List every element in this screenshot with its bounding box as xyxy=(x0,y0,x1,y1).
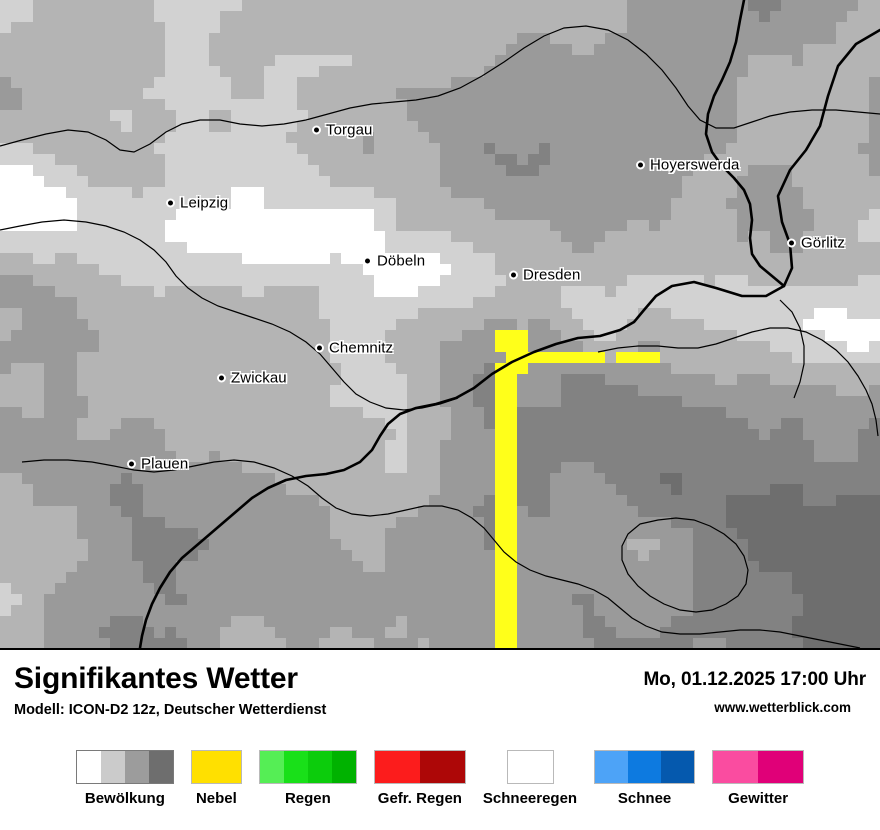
legend-item: Nebel xyxy=(190,750,242,807)
state-border-path-1 xyxy=(0,25,880,153)
city-label: Leipzig xyxy=(180,194,229,212)
city-marker: Torgau xyxy=(312,122,372,139)
city-dot-icon xyxy=(787,238,796,248)
significant-weather-raster xyxy=(0,0,880,648)
legend-swatch xyxy=(661,751,695,783)
city-label: Hoyerswerda xyxy=(650,156,740,174)
legend-label: Schnee xyxy=(617,790,672,807)
city-label: Zwickau xyxy=(231,369,287,387)
title-block: Signifikantes Wetter Modell: ICON-D2 12z… xyxy=(14,664,326,718)
legend-item: Bewölkung xyxy=(75,750,174,807)
city-dot-icon xyxy=(315,343,324,353)
footer-header: Signifikantes Wetter Modell: ICON-D2 12z… xyxy=(0,650,880,740)
site-url-label: www.wetterblick.com xyxy=(714,700,851,715)
city-label: Chemnitz xyxy=(329,339,394,357)
legend-swatch-row xyxy=(506,750,554,784)
legend-swatch-row xyxy=(258,750,357,784)
city-label: Görlitz xyxy=(801,234,846,252)
legend-swatch-row xyxy=(75,750,174,784)
city-dot-icon xyxy=(509,270,518,280)
legend-item: Gewitter xyxy=(712,750,805,807)
legend-swatch xyxy=(758,751,804,783)
legend-swatch xyxy=(331,751,356,783)
city-label: Plauen xyxy=(141,455,189,473)
legend-label: Regen xyxy=(284,790,331,807)
legend-item: Gefr. Regen xyxy=(373,750,466,807)
legend-swatch xyxy=(374,751,420,783)
legend-swatch xyxy=(628,751,662,783)
legend-swatch xyxy=(508,751,553,783)
legend-swatch xyxy=(713,751,759,783)
legend-swatch xyxy=(100,751,125,783)
state-border-path-2 xyxy=(0,219,459,411)
state-border-path-3 xyxy=(21,459,861,648)
legend-label: Bewölkung xyxy=(84,790,165,807)
city-marker: Leipzig xyxy=(166,195,228,212)
city-label: Döbeln xyxy=(377,252,426,270)
city-dot-icon xyxy=(363,256,372,266)
legend-swatch xyxy=(259,751,284,783)
legend-swatch-row xyxy=(373,750,466,784)
state-border-path-6 xyxy=(779,299,805,399)
valid-time-label: Mo, 01.12.2025 17:00 Uhr xyxy=(643,669,866,690)
weather-map-panel[interactable]: Torgau Hoyerswerda Leipzig Görlitz Döbeln Dre… xyxy=(0,0,880,650)
page-title: Signifikantes Wetter xyxy=(14,662,298,695)
meta-block: Mo, 01.12.2025 17:00 Uhr www.wetterblick… xyxy=(643,670,866,715)
legend-label: Gefr. Regen xyxy=(377,790,462,807)
state-border-path-4 xyxy=(597,327,879,437)
legend-item: Schnee xyxy=(594,750,696,807)
legend-label: Gewitter xyxy=(728,790,789,807)
legend-swatch xyxy=(124,751,149,783)
city-dot-icon xyxy=(217,373,226,383)
legend-swatch-row xyxy=(190,750,242,784)
city-dot-icon xyxy=(312,125,321,135)
city-label: Dresden xyxy=(523,266,581,284)
city-dot-icon xyxy=(166,198,175,208)
city-marker: Chemnitz xyxy=(315,340,393,357)
model-subtitle: Modell: ICON-D2 12z, Deutscher Wetterdie… xyxy=(14,702,327,718)
legend-swatch xyxy=(595,751,629,783)
legend-swatch xyxy=(419,751,465,783)
city-marker: Zwickau xyxy=(217,370,287,387)
legend-swatch-row xyxy=(712,750,805,784)
state-border-path-5 xyxy=(621,517,749,613)
weather-legend: Bewölkung Nebel Regen Gefr. Regen Schneerege… xyxy=(0,750,880,806)
border-lines-overlay xyxy=(0,0,880,648)
legend-label: Nebel xyxy=(195,790,237,807)
legend-swatch xyxy=(283,751,308,783)
city-label: Torgau xyxy=(326,121,373,139)
national-border-northeast-path xyxy=(704,0,786,288)
city-marker: Plauen xyxy=(127,456,188,473)
national-border-path xyxy=(138,28,880,648)
footer-panel: Signifikantes Wetter Modell: ICON-D2 12z… xyxy=(0,650,880,830)
legend-swatch-row xyxy=(594,750,696,784)
city-marker: Dresden xyxy=(509,267,580,284)
legend-swatch xyxy=(76,751,101,783)
legend-item: Schneeregen xyxy=(483,750,577,806)
legend-label: Schneeregen xyxy=(482,790,578,807)
city-marker: Görlitz xyxy=(787,235,845,252)
city-labels-layer: Torgau Hoyerswerda Leipzig Görlitz Döbeln Dre… xyxy=(127,122,845,473)
legend-item: Regen xyxy=(258,750,357,807)
legend-swatch xyxy=(191,751,241,783)
legend-swatch xyxy=(148,751,173,783)
city-dot-icon xyxy=(636,160,645,170)
city-marker: Döbeln xyxy=(363,253,425,270)
legend-swatch xyxy=(307,751,332,783)
city-marker: Hoyerswerda xyxy=(636,157,739,174)
city-dot-icon xyxy=(127,459,136,469)
